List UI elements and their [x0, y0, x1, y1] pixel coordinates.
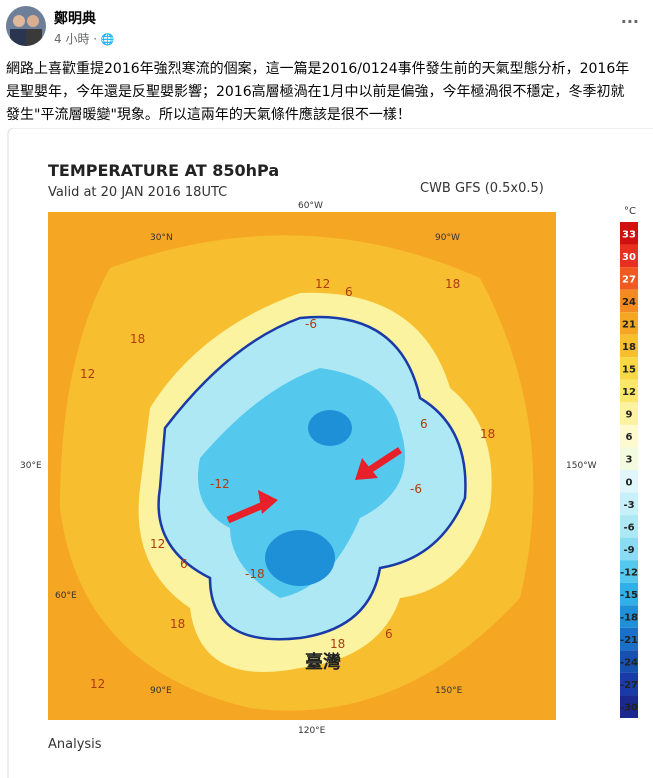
lon-label: 90°W [435, 233, 460, 243]
colorbar-label: -21 [620, 635, 638, 646]
lon-label: 60°E [55, 591, 77, 601]
lon-label: 90°E [150, 686, 172, 696]
colorbar-swatch [620, 222, 638, 245]
colorbar-label: 6 [626, 432, 633, 443]
lon-label: 120°E [298, 726, 326, 736]
map-model: CWB GFS (0.5x0.5) [420, 181, 544, 196]
colorbar-swatch [620, 515, 638, 538]
colorbar-swatch [620, 244, 638, 268]
post-line: 發生"平流層暖變"現象。所以這兩年的天氣條件應該是很不一樣！ [6, 107, 411, 123]
contour-label: 18 [170, 617, 185, 631]
colorbar-label: 27 [622, 274, 636, 285]
colorbar-swatch [620, 605, 638, 628]
contour-label: -12 [210, 477, 230, 491]
contour-label: -6 [305, 317, 317, 331]
colorbar-swatch [620, 492, 638, 516]
colorbar-swatch [620, 582, 638, 606]
contour-label: 6 [180, 557, 188, 571]
colorbar-swatch [620, 267, 638, 290]
post-line: 是聖嬰年，今年還是反聖嬰影響；2016高層極渦在1月中以前是偏強，今年極渦很不穩… [6, 84, 625, 100]
timestamp[interactable]: 4 小時 · 🌐 [54, 32, 115, 46]
colorbar-label: 24 [622, 297, 636, 308]
colorbar-label: 3 [626, 455, 633, 466]
menu[interactable]: ··· [620, 12, 639, 31]
contour-label: 6 [385, 627, 393, 641]
colorbar-swatch [620, 650, 638, 673]
lon-label: 150°W [566, 461, 597, 471]
arrow-head [355, 458, 378, 480]
coldest-zone [308, 410, 352, 446]
colorbar-label: 30 [622, 252, 636, 263]
contour-label: 18 [130, 332, 145, 346]
colorbar-label: -12 [620, 567, 638, 578]
colorbar-swatch [620, 627, 638, 651]
colorbar-swatch [620, 695, 638, 718]
colorbar-label: 21 [622, 319, 636, 330]
contour-label: 6 [420, 417, 428, 431]
colorbar-label: 0 [626, 477, 633, 488]
colorbar-label: 33 [622, 229, 636, 240]
colorbar-label: 15 [622, 365, 636, 376]
colorbar-label: -18 [620, 613, 638, 624]
colorbar-label: -15 [620, 590, 638, 601]
colorbar-label: 18 [622, 342, 636, 353]
colorbar-label: 12 [622, 387, 636, 398]
author[interactable]: 鄭明典 [54, 11, 96, 27]
contour-label: 18 [480, 427, 495, 441]
colorbar-swatch [620, 402, 638, 425]
annotation: 臺灣 [305, 651, 341, 673]
colorbar-swatch [620, 672, 638, 696]
map-valid: Valid at 20 JAN 2016 18UTC [48, 185, 227, 200]
map-title: TEMPERATURE AT 850hPa [48, 161, 279, 180]
lon-label: 30°E [20, 461, 42, 471]
contour-label: -6 [410, 482, 422, 496]
contour-label: 12 [150, 537, 165, 551]
colorbar-label: -27 [620, 680, 638, 691]
contour-label: 18 [330, 637, 345, 651]
colorbar-label: 9 [626, 410, 633, 421]
colorbar-label: -24 [620, 658, 638, 669]
colorbar-swatch [620, 312, 638, 335]
colorbar-swatch [620, 470, 638, 493]
colorbar-swatch [620, 379, 638, 403]
colorbar-label: -6 [623, 522, 634, 533]
avatar[interactable] [6, 6, 46, 46]
time[interactable]: 4 小時 · [54, 32, 98, 46]
colorbar-label: -3 [623, 500, 634, 511]
contour-label: 12 [315, 277, 330, 291]
colorbar-swatch [620, 447, 638, 470]
contour-label: 12 [90, 677, 105, 691]
post-line: 網路上喜歡重提2016年強烈寒流的個案，這一篇是2016/0124事件發生前的天… [6, 61, 630, 77]
map-image[interactable]: TEMPERATURE AT 850hPa Valid at 20 JAN 20… [0, 128, 653, 778]
colorbar-swatch [620, 537, 638, 561]
contour-label: 12 [80, 367, 95, 381]
colorbar-label: -30 [620, 703, 638, 714]
colorbar-unit: °C [624, 206, 636, 217]
colorbar-swatch [620, 334, 638, 358]
lon-label: 30°N [150, 233, 173, 243]
colorbar-swatch [620, 560, 638, 583]
colorbar-label: -9 [623, 545, 634, 556]
colorbar-swatch [620, 289, 638, 313]
coldest-zone [265, 530, 335, 586]
colorbar-swatch [620, 424, 638, 448]
lon-label: 150°E [435, 686, 463, 696]
colorbar-swatch [620, 357, 638, 380]
map-footer: Analysis [48, 737, 102, 752]
contour-label: 18 [445, 277, 460, 291]
arrow-head [258, 490, 278, 514]
colder-zone [198, 368, 405, 598]
contour-label: -18 [245, 567, 265, 581]
lon-label: 60°W [298, 201, 323, 211]
contour-label: 6 [345, 285, 353, 299]
